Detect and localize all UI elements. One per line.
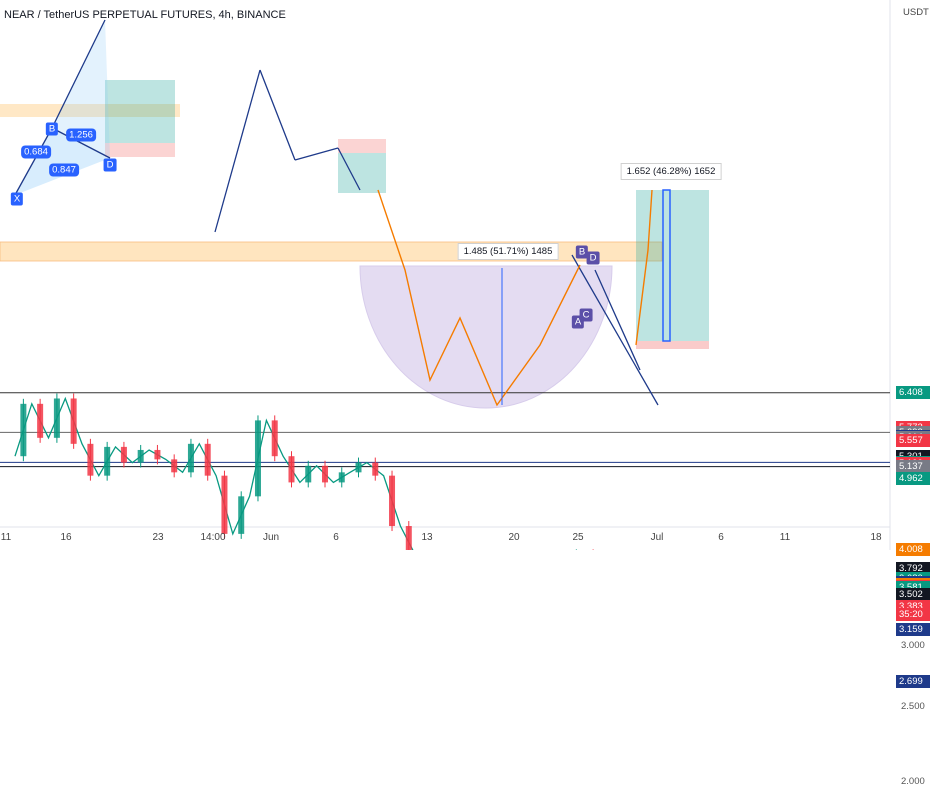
x-tick-label: 18 bbox=[870, 532, 882, 543]
trend-line bbox=[571, 254, 659, 406]
x-tick-label: 23 bbox=[152, 532, 164, 543]
measurement-label: 1.485 (51.71%) 1485 bbox=[457, 243, 559, 260]
trend-line bbox=[51, 127, 111, 159]
x-tick-label: 6 bbox=[333, 532, 339, 543]
price-label: 5.137 bbox=[896, 460, 930, 474]
pattern-point-label: C bbox=[579, 308, 593, 322]
price-scale-tick: 2.500 bbox=[901, 701, 925, 713]
trend-line bbox=[294, 147, 339, 161]
x-tick-label: 6 bbox=[718, 532, 724, 543]
pattern-point-label: 1.256 bbox=[66, 128, 96, 142]
stop-box-3 bbox=[636, 341, 709, 349]
trend-line bbox=[214, 69, 261, 233]
x-tick-label: 25 bbox=[572, 532, 584, 543]
trend-line bbox=[594, 269, 641, 371]
x-tick-label: Jun bbox=[262, 532, 280, 543]
currency-label: USDT bbox=[903, 7, 929, 18]
cup-pattern bbox=[359, 265, 613, 409]
price-scale-tick: 2.000 bbox=[901, 775, 925, 787]
pattern-point-label: D bbox=[103, 158, 117, 172]
price-label: 5.557 bbox=[896, 433, 930, 447]
price-label: 2.699 bbox=[896, 675, 930, 688]
pattern-point-label: B bbox=[575, 245, 589, 259]
measure-bar-2 bbox=[662, 189, 671, 342]
trend-line bbox=[337, 147, 361, 191]
stop-box-2 bbox=[338, 139, 386, 153]
target-box-3 bbox=[636, 190, 709, 341]
target-box-1 bbox=[105, 80, 175, 143]
supply-zone bbox=[0, 104, 180, 117]
x-tick-label: 11 bbox=[0, 532, 12, 543]
x-tick-label: 16 bbox=[60, 532, 72, 543]
trend-line bbox=[14, 127, 53, 196]
projection-up bbox=[635, 189, 653, 346]
stop-box-1 bbox=[105, 143, 175, 157]
pattern-point-label: 0.684 bbox=[21, 145, 51, 159]
price-label: 35:20 bbox=[896, 607, 930, 621]
measurement-label: 1.652 (46.28%) 1652 bbox=[620, 163, 722, 180]
x-tick-label: 14:00 bbox=[200, 532, 226, 543]
projection-path bbox=[377, 189, 581, 407]
x-tick-label: 20 bbox=[508, 532, 520, 543]
price-label: 3.159 bbox=[896, 622, 930, 636]
plot-area[interactable] bbox=[0, 0, 932, 550]
x-tick-label: Jul bbox=[650, 532, 664, 543]
pattern-point-label: 0.847 bbox=[49, 163, 79, 177]
x-tick-label: 11 bbox=[779, 532, 791, 543]
price-scale-tick: 3.000 bbox=[901, 640, 925, 652]
pattern-point-label: D bbox=[586, 251, 600, 265]
price-label: 4.962 bbox=[896, 471, 930, 485]
target-box-2 bbox=[338, 153, 386, 193]
harmonic-triangle-2 bbox=[52, 20, 110, 158]
trend-line bbox=[51, 19, 106, 129]
trend-line bbox=[259, 69, 296, 161]
price-label: 6.408 bbox=[896, 386, 930, 400]
harmonic-triangle-1 bbox=[15, 128, 110, 195]
demand-zone bbox=[0, 241, 663, 262]
pattern-point-label: X bbox=[10, 192, 24, 206]
pattern-point-label: B bbox=[45, 122, 59, 136]
x-tick-label: 13 bbox=[421, 532, 433, 543]
chart-title: NEAR / TetherUS PERPETUAL FUTURES, 4h, B… bbox=[4, 9, 286, 21]
